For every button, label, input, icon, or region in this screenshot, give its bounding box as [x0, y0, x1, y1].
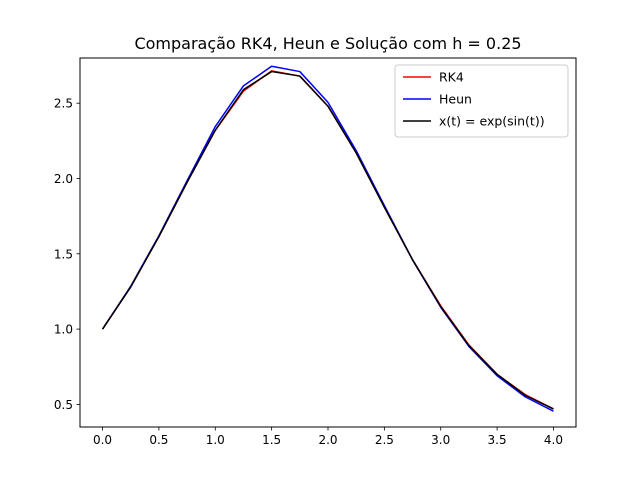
x-tick-label: 2.5: [375, 433, 394, 447]
chart-title: Comparação RK4, Heun e Solução com h = 0…: [134, 34, 521, 53]
y-tick-label: 2.5: [54, 97, 73, 111]
x-tick-label: 0.5: [149, 433, 168, 447]
y-tick-label: 1.5: [54, 247, 73, 261]
legend-box: [394, 64, 569, 138]
legend: RK4 Heun x(t) = exp(sin(t)): [394, 64, 569, 138]
x-tick-label: 2.0: [318, 433, 337, 447]
y-tick-label: 1.0: [54, 323, 73, 337]
x-tick-label: 1.5: [262, 433, 281, 447]
y-tick-label: 2.0: [54, 172, 73, 186]
series-line-2: [101, 70, 554, 410]
legend-label-1: Heun: [439, 92, 472, 107]
x-tick-label: 1.0: [206, 433, 225, 447]
x-tick-label: 3.5: [488, 433, 507, 447]
x-tick-label: 3.0: [431, 433, 450, 447]
x-tick-label: 4.0: [544, 433, 563, 447]
legend-label-0: RK4: [439, 70, 464, 85]
y-tick-label: 0.5: [54, 398, 73, 412]
legend-label-2: x(t) = exp(sin(t)): [439, 114, 545, 129]
series-lines: [101, 65, 554, 412]
x-tick-label: 0.0: [93, 433, 112, 447]
y-axis: 0.5 1.0 1.5 2.0 2.5: [54, 97, 80, 412]
x-axis: 0.0 0.5 1.0 1.5 2.0 2.5 3.0 3.5 4.0: [93, 427, 563, 447]
